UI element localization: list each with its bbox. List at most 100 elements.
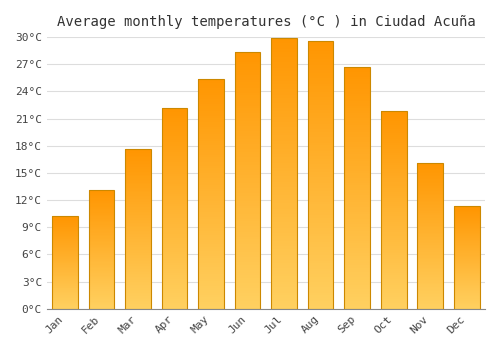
Bar	[308, 220, 334, 223]
Bar	[89, 265, 114, 266]
Bar	[381, 181, 406, 182]
Bar	[454, 234, 479, 235]
Bar	[162, 152, 188, 154]
Bar	[52, 230, 78, 231]
Bar	[344, 215, 370, 217]
Bar	[52, 236, 78, 237]
Bar	[344, 147, 370, 149]
Bar	[235, 190, 260, 193]
Bar	[126, 207, 151, 208]
Bar	[52, 266, 78, 267]
Bar	[235, 100, 260, 103]
Bar	[381, 161, 406, 163]
Bar	[126, 234, 151, 236]
Bar	[235, 103, 260, 106]
Bar	[454, 239, 479, 240]
Bar	[381, 241, 406, 244]
Bar	[162, 110, 188, 112]
Bar	[418, 278, 443, 280]
Bar	[198, 198, 224, 201]
Bar	[418, 262, 443, 264]
Bar	[344, 244, 370, 246]
Bar	[126, 181, 151, 183]
Bar	[381, 250, 406, 252]
Bar	[235, 288, 260, 291]
Bar	[308, 140, 334, 142]
Bar	[454, 295, 479, 296]
Bar	[272, 214, 297, 217]
Bar	[272, 46, 297, 49]
Bar	[381, 164, 406, 167]
Bar	[198, 166, 224, 168]
Bar	[235, 280, 260, 283]
Bar	[126, 156, 151, 158]
Bar	[126, 204, 151, 205]
Bar	[381, 170, 406, 173]
Bar	[162, 282, 188, 285]
Bar	[381, 293, 406, 295]
Bar	[454, 304, 479, 306]
Bar	[418, 294, 443, 296]
Bar	[89, 228, 114, 229]
Bar	[52, 219, 78, 220]
Bar	[381, 273, 406, 275]
Bar	[198, 178, 224, 180]
Bar	[126, 228, 151, 229]
Bar	[89, 304, 114, 305]
Bar	[381, 127, 406, 129]
Bar	[235, 239, 260, 242]
Bar	[235, 211, 260, 213]
Bar	[344, 130, 370, 132]
Bar	[89, 207, 114, 208]
Bar	[381, 145, 406, 147]
Bar	[126, 153, 151, 154]
Bar	[235, 226, 260, 229]
Bar	[418, 175, 443, 176]
Bar	[381, 220, 406, 222]
Bar	[235, 303, 260, 306]
Bar	[308, 97, 334, 100]
Bar	[89, 204, 114, 205]
Bar	[198, 300, 224, 302]
Bar	[344, 280, 370, 282]
Bar	[344, 183, 370, 186]
Bar	[162, 295, 188, 297]
Bar	[418, 237, 443, 239]
Bar	[308, 153, 334, 156]
Bar	[162, 216, 188, 218]
Bar	[308, 236, 334, 239]
Bar	[308, 183, 334, 186]
Bar	[89, 258, 114, 259]
Bar	[308, 293, 334, 295]
Bar	[126, 170, 151, 172]
Bar	[418, 245, 443, 246]
Bar	[454, 230, 479, 231]
Bar	[162, 240, 188, 243]
Bar	[272, 135, 297, 138]
Bar	[162, 124, 188, 126]
Bar	[52, 270, 78, 271]
Bar	[454, 223, 479, 224]
Bar	[126, 269, 151, 271]
Bar	[89, 299, 114, 300]
Bar	[162, 273, 188, 275]
Bar	[272, 217, 297, 219]
Bar	[308, 287, 334, 290]
Bar	[198, 171, 224, 173]
Bar	[272, 246, 297, 249]
Bar	[52, 284, 78, 285]
Bar	[418, 255, 443, 256]
Bar	[89, 287, 114, 289]
Bar	[418, 281, 443, 282]
Bar	[235, 219, 260, 221]
Bar	[198, 272, 224, 274]
Bar	[272, 173, 297, 176]
Bar	[89, 238, 114, 239]
Bar	[344, 299, 370, 301]
Bar	[418, 182, 443, 183]
Bar	[308, 177, 334, 180]
Bar	[308, 124, 334, 126]
Bar	[126, 154, 151, 156]
Bar	[381, 176, 406, 178]
Bar	[454, 278, 479, 279]
